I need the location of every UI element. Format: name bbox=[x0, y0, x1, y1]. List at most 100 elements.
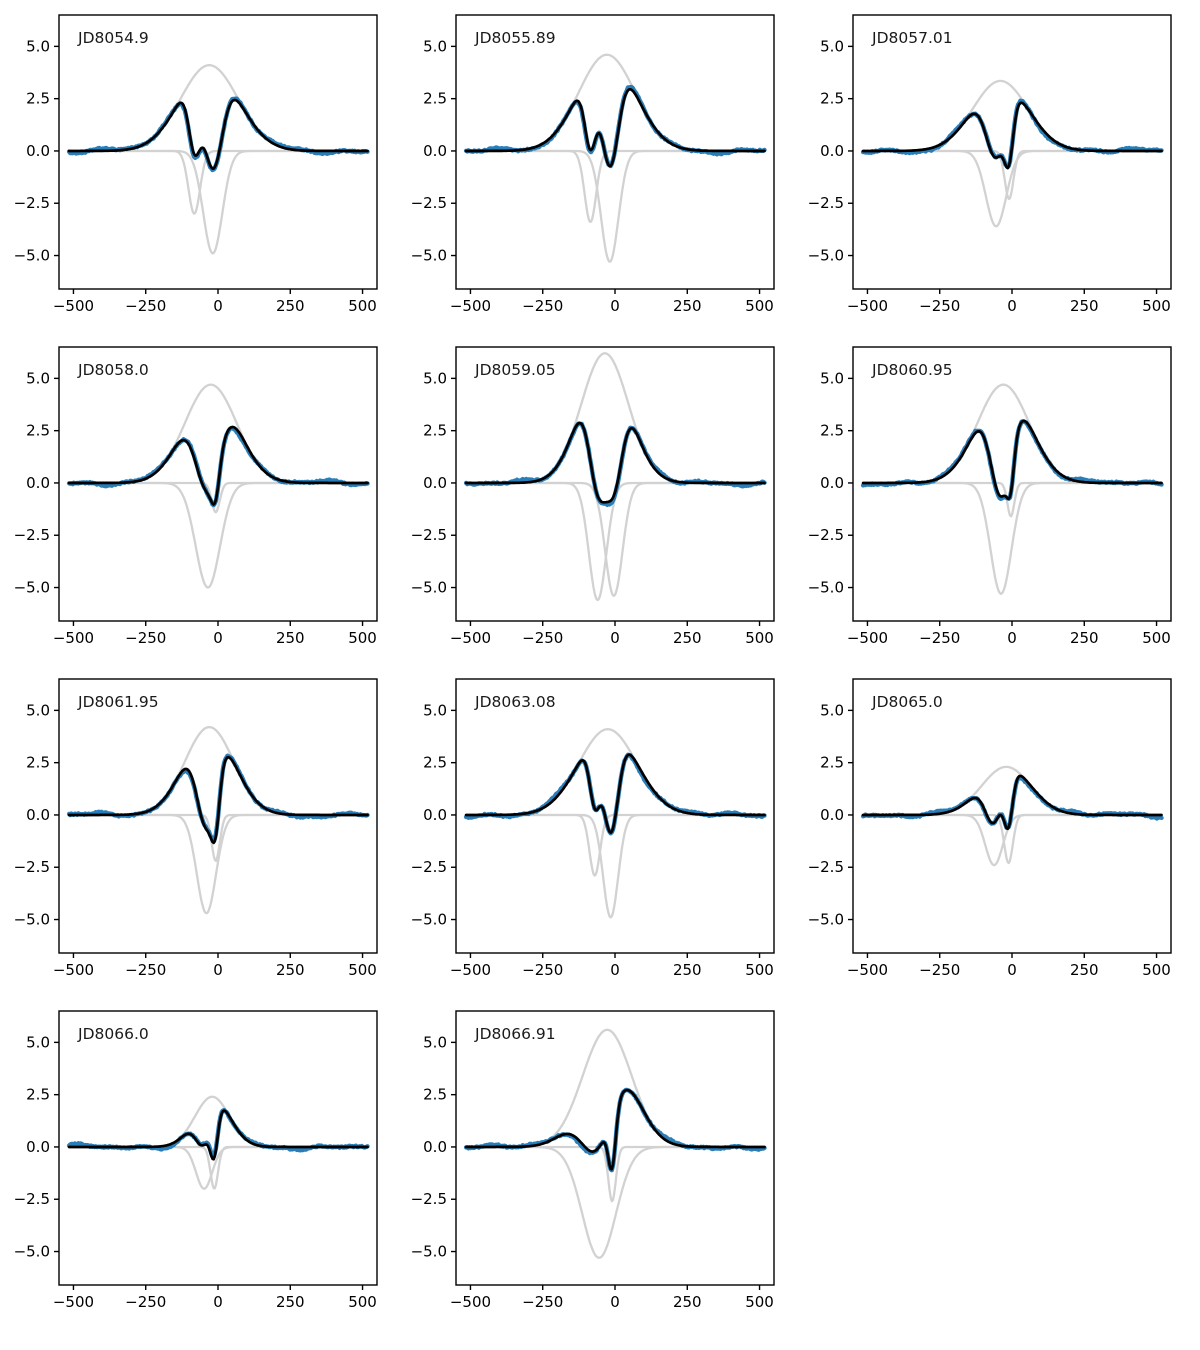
grid-cell: −500 −250 0 250 500 5.0 2.5 0.0 −2.5 −5.0 JD8066.9… bbox=[399, 1002, 796, 1334]
grid-cell: −500 −250 0 250 500 5.0 2.5 0.0 −2.5 −5.0 JD8059.0… bbox=[399, 338, 796, 670]
subplot-panel: −500 −250 0 250 500 5.0 2.5 0.0 −2.5 −5.0 JD8055.8… bbox=[399, 6, 796, 337]
y-tick-label: 2.5 bbox=[26, 1086, 50, 1104]
x-tick-label: 500 bbox=[348, 297, 377, 315]
x-tick-label: −500 bbox=[53, 961, 94, 979]
absorption-component-curve bbox=[67, 1145, 369, 1190]
total-fit-curve bbox=[464, 87, 766, 168]
total-fit-curve bbox=[464, 753, 766, 835]
absorption-component-curve bbox=[464, 149, 766, 223]
y-tick-label: 5.0 bbox=[820, 369, 844, 387]
y-tick-label: 0.0 bbox=[26, 142, 50, 160]
plot-area-mask bbox=[399, 670, 796, 1001]
y-tick-label: −5.0 bbox=[14, 1243, 50, 1261]
x-tick-label: 250 bbox=[1070, 297, 1099, 315]
y-tick-label: 5.0 bbox=[26, 37, 50, 55]
x-tick-label: 250 bbox=[276, 629, 305, 647]
plot-area-mask bbox=[2, 1002, 399, 1333]
x-tick-label: −500 bbox=[450, 629, 491, 647]
grid-cell: −500 −250 0 250 500 5.0 2.5 0.0 −2.5 −5.0 JD8063.0… bbox=[399, 670, 796, 1002]
y-tick-label: −5.0 bbox=[411, 579, 447, 597]
y-tick-label: 0.0 bbox=[820, 142, 844, 160]
y-tick-label: −5.0 bbox=[14, 247, 50, 265]
x-tick-label: −500 bbox=[53, 297, 94, 315]
panel-label: JD8061.95 bbox=[77, 693, 159, 711]
x-tick-label: 500 bbox=[348, 629, 377, 647]
y-tick-label: 2.5 bbox=[820, 422, 844, 440]
total-fit-curve bbox=[67, 755, 369, 845]
y-tick-label: −5.0 bbox=[14, 911, 50, 929]
x-tick-label: 250 bbox=[673, 297, 702, 315]
x-tick-label: 500 bbox=[745, 297, 774, 315]
subplot-panel: −500 −250 0 250 500 5.0 2.5 0.0 −2.5 −5.0 JD8054.9 bbox=[2, 6, 399, 337]
panel-label: JD8060.95 bbox=[871, 361, 953, 379]
y-tick-label: 2.5 bbox=[423, 422, 447, 440]
x-tick-label: −500 bbox=[847, 297, 888, 315]
y-tick-label: 5.0 bbox=[423, 1033, 447, 1051]
x-tick-label: 0 bbox=[1007, 297, 1017, 315]
y-tick-label: −5.0 bbox=[14, 579, 50, 597]
y-tick-label: 0.0 bbox=[26, 806, 50, 824]
y-tick-label: 5.0 bbox=[423, 37, 447, 55]
y-tick-label: 5.0 bbox=[423, 369, 447, 387]
plot-area-mask bbox=[399, 6, 796, 337]
y-tick-label: 2.5 bbox=[423, 1086, 447, 1104]
observed-data-curve bbox=[66, 753, 370, 844]
absorption-component-curve bbox=[464, 481, 766, 602]
empty-cell bbox=[796, 1002, 1193, 1334]
x-tick-label: 0 bbox=[213, 297, 223, 315]
plot-area-mask bbox=[2, 338, 399, 669]
x-tick-label: 0 bbox=[213, 1293, 223, 1311]
panel-label: JD8065.0 bbox=[871, 693, 943, 711]
panel-label: JD8066.91 bbox=[474, 1025, 556, 1043]
y-tick-label: 2.5 bbox=[423, 754, 447, 772]
x-tick-label: −500 bbox=[53, 1293, 94, 1311]
subplot-panel: −500 −250 0 250 500 5.0 2.5 0.0 −2.5 −5.0 JD8065.0 bbox=[796, 670, 1193, 1001]
x-tick-label: −500 bbox=[847, 629, 888, 647]
x-tick-label: 250 bbox=[673, 629, 702, 647]
y-tick-label: 0.0 bbox=[26, 1138, 50, 1156]
y-tick-label: 2.5 bbox=[26, 754, 50, 772]
x-tick-label: 0 bbox=[610, 629, 620, 647]
x-tick-label: −250 bbox=[522, 1293, 563, 1311]
absorption-component-curve bbox=[67, 149, 369, 255]
grid-cell: −500 −250 0 250 500 5.0 2.5 0.0 −2.5 −5.0 JD8065.0 bbox=[796, 670, 1193, 1002]
x-tick-label: −250 bbox=[125, 1293, 166, 1311]
x-tick-label: −250 bbox=[125, 297, 166, 315]
y-tick-label: 5.0 bbox=[26, 1033, 50, 1051]
x-tick-label: −250 bbox=[522, 297, 563, 315]
y-tick-label: −2.5 bbox=[411, 526, 447, 544]
x-tick-label: 0 bbox=[610, 297, 620, 315]
x-tick-label: 250 bbox=[276, 1293, 305, 1311]
y-tick-label: 2.5 bbox=[423, 90, 447, 108]
y-tick-label: −5.0 bbox=[808, 911, 844, 929]
grid-cell: −500 −250 0 250 500 5.0 2.5 0.0 −2.5 −5.0 JD8061.9… bbox=[2, 670, 399, 1002]
subplot-panel: −500 −250 0 250 500 5.0 2.5 0.0 −2.5 −5.0 JD8057.0… bbox=[796, 6, 1193, 337]
y-tick-label: −2.5 bbox=[14, 194, 50, 212]
total-fit-curve bbox=[67, 1109, 369, 1161]
x-tick-label: −500 bbox=[53, 629, 94, 647]
y-tick-label: 0.0 bbox=[423, 806, 447, 824]
subplot-panel: −500 −250 0 250 500 5.0 2.5 0.0 −2.5 −5.0 JD8066.9… bbox=[399, 1002, 796, 1333]
x-tick-label: 250 bbox=[1070, 629, 1099, 647]
y-tick-label: 0.0 bbox=[26, 474, 50, 492]
y-tick-label: −5.0 bbox=[808, 579, 844, 597]
grid-cell: −500 −250 0 250 500 5.0 2.5 0.0 −2.5 −5.0 JD8066.0 bbox=[2, 1002, 399, 1334]
total-fit-curve bbox=[464, 1088, 766, 1171]
y-tick-label: 0.0 bbox=[820, 474, 844, 492]
emission-component-curve bbox=[67, 64, 369, 153]
grid-cell: −500 −250 0 250 500 5.0 2.5 0.0 −2.5 −5.0 JD8057.0… bbox=[796, 6, 1193, 338]
plot-grid: −500 −250 0 250 500 5.0 2.5 0.0 −2.5 −5.0 JD8054.9… bbox=[2, 6, 1200, 1334]
x-tick-label: 0 bbox=[610, 1293, 620, 1311]
y-tick-label: −2.5 bbox=[14, 1190, 50, 1208]
x-tick-label: 250 bbox=[673, 961, 702, 979]
x-tick-label: −250 bbox=[919, 961, 960, 979]
y-tick-label: 5.0 bbox=[820, 37, 844, 55]
y-tick-label: −2.5 bbox=[808, 194, 844, 212]
y-tick-label: 0.0 bbox=[423, 474, 447, 492]
plot-area-mask bbox=[399, 1002, 796, 1333]
x-tick-label: −500 bbox=[450, 961, 491, 979]
x-tick-label: 500 bbox=[1142, 297, 1171, 315]
x-tick-label: −250 bbox=[522, 629, 563, 647]
x-tick-label: −250 bbox=[919, 629, 960, 647]
